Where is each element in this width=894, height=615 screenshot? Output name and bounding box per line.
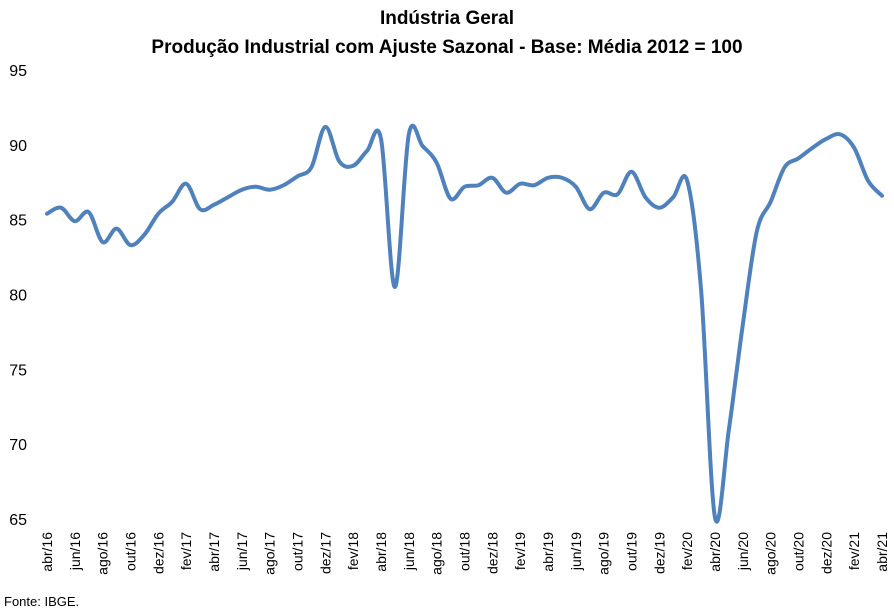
x-tick-label: jun/16 [67, 532, 83, 571]
x-tick-label: out/18 [457, 532, 473, 571]
x-tick-label: abr/18 [373, 532, 389, 572]
x-tick-label: fev/21 [846, 532, 862, 570]
y-axis: 65 70 75 80 85 90 95 [9, 63, 27, 529]
x-tick-label: dez/18 [484, 532, 500, 574]
x-tick-label: out/20 [791, 532, 807, 571]
x-axis: abr/16 jun/16 ago/16 out/16 dez/16 fev/17 abr/… [39, 532, 890, 575]
x-tick-label: jun/17 [234, 532, 250, 571]
y-tick-label: 95 [9, 63, 27, 80]
x-tick-label: dez/20 [818, 532, 834, 574]
series-line [45, 123, 884, 524]
chart-title: Indústria Geral [379, 8, 515, 29]
x-tick-label: fev/17 [178, 532, 194, 570]
x-tick-label: ago/19 [596, 532, 612, 575]
x-tick-label: ago/17 [262, 532, 278, 575]
x-tick-label: abr/21 [874, 532, 890, 572]
chart-subtitle: Produção Industrial com Ajuste Sazonal -… [151, 37, 743, 58]
x-tick-label: jun/18 [401, 532, 417, 571]
x-tick-label: out/16 [123, 532, 139, 571]
y-tick-label: 80 [9, 288, 27, 305]
x-tick-label: ago/18 [429, 532, 445, 575]
x-tick-label: ago/20 [763, 532, 779, 575]
y-tick-label: 85 [9, 213, 27, 230]
source-note: Fonte: IBGE. [4, 594, 80, 609]
x-tick-label: fev/18 [345, 532, 361, 570]
x-tick-label: fev/20 [679, 532, 695, 570]
y-tick-label: 65 [9, 512, 27, 529]
x-tick-label: out/17 [290, 532, 306, 571]
x-tick-label: dez/16 [150, 532, 166, 574]
x-tick-label: abr/17 [206, 532, 222, 572]
x-tick-label: jun/19 [568, 532, 584, 571]
x-tick-label: jun/20 [735, 532, 751, 571]
x-tick-label: abr/19 [540, 532, 556, 572]
x-tick-label: out/19 [624, 532, 640, 571]
x-tick-label: dez/19 [651, 532, 667, 574]
y-tick-label: 90 [9, 138, 27, 155]
x-tick-label: abr/20 [707, 532, 723, 572]
x-tick-label: dez/17 [317, 532, 333, 574]
x-tick-label: fev/19 [512, 532, 528, 570]
x-tick-label: abr/16 [39, 532, 55, 572]
y-tick-label: 75 [9, 362, 27, 379]
x-tick-label: ago/16 [95, 532, 111, 575]
y-tick-label: 70 [9, 437, 27, 454]
